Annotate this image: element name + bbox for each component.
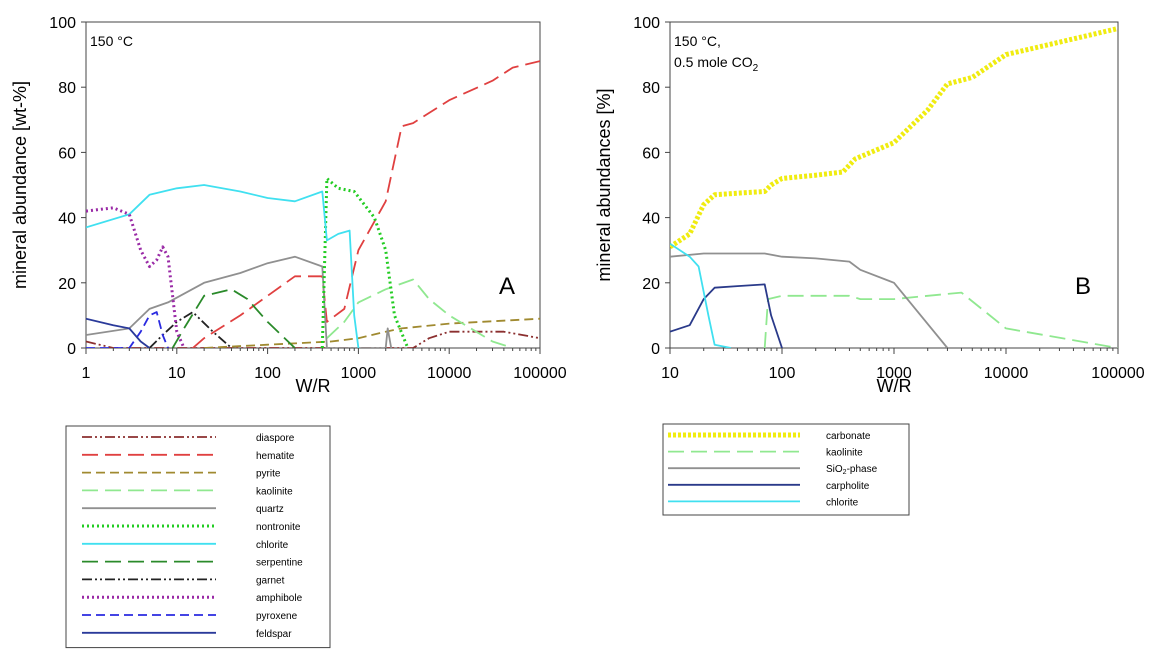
y-tick-label: 100 <box>49 15 76 32</box>
series-line-chlorite <box>86 184 360 348</box>
series-line-hematite <box>192 60 540 348</box>
legend-label: kaolinite <box>256 486 293 497</box>
legend-label: feldspar <box>256 629 292 640</box>
condition-annotation: 0.5 mole CO2 <box>674 54 759 74</box>
panel-label: A <box>499 273 515 300</box>
x-tick-label: 100000 <box>1091 365 1144 382</box>
legend-label: garnet <box>256 575 285 586</box>
y-tick-label: 80 <box>58 80 76 97</box>
legend-label: nontronite <box>256 522 301 533</box>
series-line-diaspore <box>86 330 540 348</box>
series-line-carbonate <box>670 26 1118 249</box>
x-tick-label: 1000 <box>876 365 912 382</box>
x-tick-label: 10 <box>661 365 679 382</box>
chart-panel-b: 0 20 40 60 80 100 10 100 1000 10000 100000 W/R miner… <box>594 15 1145 516</box>
series-line-pyrite <box>204 317 540 348</box>
legend-frame <box>662 423 910 516</box>
legend-label: chlorite <box>256 540 289 551</box>
y-axis-title: mineral abundances [%] <box>594 88 614 281</box>
plot-frame <box>85 21 541 349</box>
legend: carbonate kaolinite SiO2-phase carpholite ch… <box>662 423 910 516</box>
x-tick-label: 10000 <box>427 365 472 382</box>
legend-label: pyrite <box>256 469 281 480</box>
y-tick-label: 40 <box>58 211 76 228</box>
legend-label: quartz <box>256 504 284 515</box>
chart-panel-a: 0 20 40 60 80 100 1 10 100 1000 10000 100000 W/R mine… <box>10 15 567 649</box>
x-axis-title: W/R <box>877 376 912 396</box>
legend-label: chlorite <box>826 497 859 508</box>
y-tick-label: 60 <box>58 145 76 162</box>
legend-label: diaspore <box>256 433 295 444</box>
legend-label: serpentine <box>256 558 303 569</box>
legend: diaspore hematite pyrite kaolinite quartz non… <box>65 425 331 649</box>
x-tick-label: 100 <box>254 365 281 382</box>
x-tick-label: 10 <box>168 365 186 382</box>
legend-label: hematite <box>256 451 295 462</box>
y-axis-title: mineral abundance [wt-%] <box>10 81 30 289</box>
series-line-garnet <box>148 311 233 348</box>
legend-label: carpholite <box>826 481 870 492</box>
x-axis-title: W/R <box>296 376 331 396</box>
x-tick-label: 100000 <box>513 365 566 382</box>
x-tick-label: 1000 <box>341 365 377 382</box>
series-line-sio2-phase <box>670 252 949 348</box>
series-line-quartz <box>86 255 393 348</box>
y-tick-label: 20 <box>642 276 660 293</box>
series-line-kaolinite <box>326 278 513 348</box>
legend-label: SiO2-phase <box>826 464 878 476</box>
y-tick-label: 40 <box>642 211 660 228</box>
legend-label: carbonate <box>826 431 871 442</box>
y-tick-label: 100 <box>633 15 660 32</box>
legend-label: pyroxene <box>256 611 298 622</box>
y-tick-label: 60 <box>642 145 660 162</box>
y-tick-label: 0 <box>651 341 660 358</box>
y-tick-label: 80 <box>642 80 660 97</box>
legend-label: kaolinite <box>826 448 863 459</box>
x-tick-label: 1 <box>82 365 91 382</box>
x-tick-label: 10000 <box>984 365 1029 382</box>
legend-label: amphibole <box>256 593 303 604</box>
condition-annotation: 150 °C <box>90 33 133 49</box>
series-line-pyroxene <box>86 311 169 348</box>
series-line-nontronite <box>320 177 410 348</box>
legend-frame <box>65 425 331 649</box>
y-tick-label: 20 <box>58 276 76 293</box>
series-line-chlorite <box>670 242 732 348</box>
x-tick-label: 100 <box>769 365 796 382</box>
series-line-kaolinite <box>763 291 1118 348</box>
series-line-feldspar <box>86 317 151 348</box>
y-tick-label: 0 <box>67 341 76 358</box>
series-line-serpentine <box>171 288 296 348</box>
series-line-amphibole <box>86 206 186 348</box>
panel-label: B <box>1075 273 1091 300</box>
series-line-carpholite <box>670 283 783 348</box>
condition-annotation: 150 °C, <box>674 33 721 49</box>
